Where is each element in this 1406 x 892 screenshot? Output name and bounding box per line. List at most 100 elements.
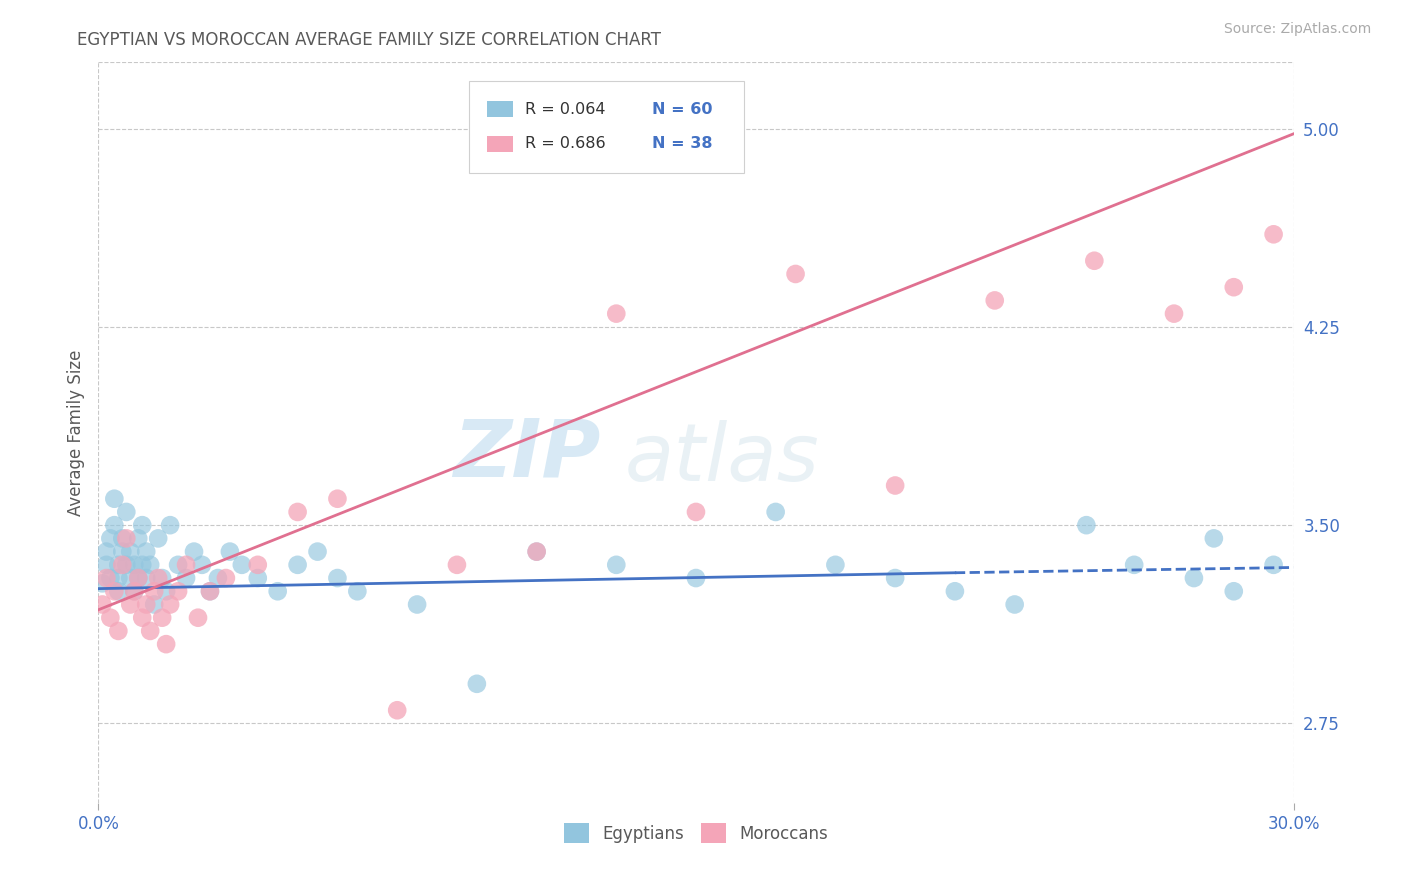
Point — [127, 532, 149, 546]
Point — [107, 558, 129, 572]
Point — [115, 558, 138, 572]
Point — [1182, 571, 1205, 585]
Text: R = 0.686: R = 0.686 — [524, 136, 606, 152]
Point — [98, 571, 122, 585]
Point — [198, 584, 221, 599]
Point — [526, 544, 548, 558]
Point — [191, 558, 214, 572]
Point — [111, 532, 134, 546]
Point — [91, 576, 114, 591]
Text: atlas: atlas — [624, 419, 820, 498]
Point — [1223, 584, 1246, 599]
Point — [139, 558, 162, 572]
Point — [103, 584, 125, 599]
Point — [143, 584, 166, 599]
Bar — [486, 136, 513, 152]
Point — [198, 584, 221, 599]
Point — [174, 558, 197, 572]
Point — [685, 505, 707, 519]
Point — [1263, 227, 1285, 242]
Point — [215, 571, 238, 585]
Point — [326, 491, 349, 506]
Point — [124, 584, 146, 599]
FancyBboxPatch shape — [470, 81, 744, 173]
Point — [148, 571, 170, 585]
Text: Source: ZipAtlas.com: Source: ZipAtlas.com — [1223, 22, 1371, 37]
Point — [96, 544, 118, 558]
Point — [135, 598, 157, 612]
Point — [346, 584, 368, 599]
Point — [1223, 280, 1246, 294]
Point — [1076, 518, 1098, 533]
Point — [150, 611, 173, 625]
Point — [131, 611, 153, 625]
Point — [111, 544, 134, 558]
Point — [1163, 307, 1185, 321]
Point — [143, 598, 166, 612]
Point — [884, 571, 907, 585]
Point — [111, 558, 134, 572]
Point — [115, 532, 138, 546]
Point — [326, 571, 349, 585]
Point — [120, 544, 142, 558]
Point — [1123, 558, 1146, 572]
Point — [159, 598, 181, 612]
Point — [167, 584, 190, 599]
Point — [287, 505, 309, 519]
Point — [124, 584, 146, 599]
Point — [406, 598, 429, 612]
Point — [135, 544, 157, 558]
Point — [943, 584, 966, 599]
Point — [207, 571, 229, 585]
Point — [124, 558, 146, 572]
Point — [103, 491, 125, 506]
Text: N = 60: N = 60 — [652, 102, 713, 117]
Point — [1083, 253, 1105, 268]
Point — [120, 598, 142, 612]
Text: ZIP: ZIP — [453, 416, 600, 494]
Text: EGYPTIAN VS MOROCCAN AVERAGE FAMILY SIZE CORRELATION CHART: EGYPTIAN VS MOROCCAN AVERAGE FAMILY SIZE… — [77, 31, 661, 49]
Point — [131, 558, 153, 572]
Point — [526, 544, 548, 558]
Point — [824, 558, 846, 572]
Point — [155, 637, 177, 651]
Point — [150, 571, 173, 585]
Point — [785, 267, 807, 281]
Point — [167, 558, 190, 572]
Point — [187, 611, 209, 625]
Point — [246, 558, 269, 572]
Point — [1263, 558, 1285, 572]
Point — [135, 571, 157, 585]
Point — [139, 624, 162, 638]
Point — [605, 558, 627, 572]
Y-axis label: Average Family Size: Average Family Size — [66, 350, 84, 516]
Point — [385, 703, 409, 717]
Point — [1004, 598, 1026, 612]
Point — [127, 571, 149, 585]
Point — [148, 532, 170, 546]
Point — [231, 558, 253, 572]
Point — [307, 544, 329, 558]
Point — [685, 571, 707, 585]
Point — [96, 571, 118, 585]
Point — [120, 571, 142, 585]
Point — [765, 505, 787, 519]
Bar — [486, 101, 513, 117]
Point — [159, 518, 181, 533]
Point — [984, 293, 1007, 308]
Point — [107, 571, 129, 585]
Text: R = 0.064: R = 0.064 — [524, 102, 606, 117]
Point — [96, 558, 118, 572]
Point — [183, 544, 205, 558]
Point — [174, 571, 197, 585]
Legend: Egyptians, Moroccans: Egyptians, Moroccans — [557, 816, 835, 850]
Point — [246, 571, 269, 585]
Point — [91, 598, 114, 612]
Point — [1202, 532, 1225, 546]
Point — [465, 677, 488, 691]
Point — [287, 558, 309, 572]
Point — [605, 307, 627, 321]
Point — [115, 505, 138, 519]
Point — [103, 518, 125, 533]
Point — [884, 478, 907, 492]
